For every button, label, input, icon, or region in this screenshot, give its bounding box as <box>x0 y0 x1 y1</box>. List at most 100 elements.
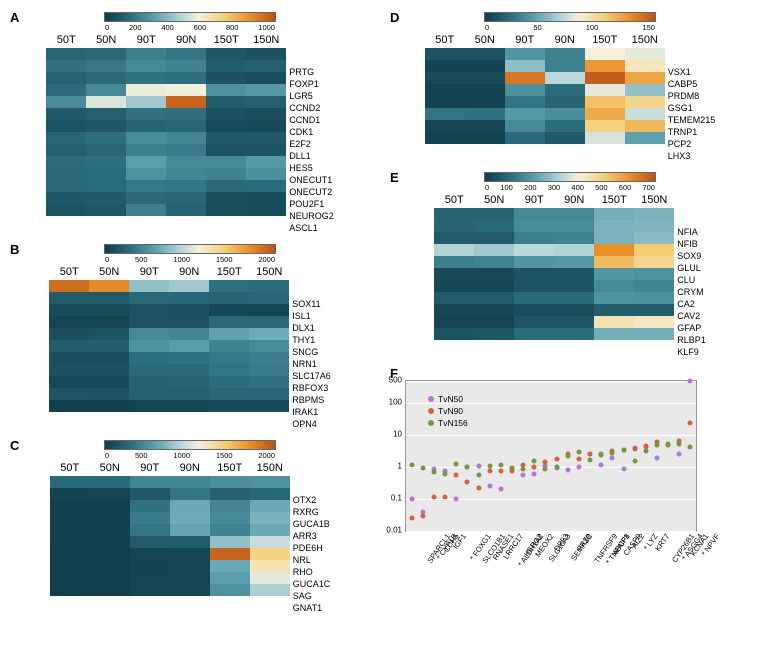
heatmap-cell <box>505 84 545 96</box>
heatmap-row <box>50 560 290 572</box>
scatter-dot <box>654 443 659 448</box>
heatmap-cell <box>166 48 206 60</box>
heatmap-cell <box>249 376 289 388</box>
heatmap-cell <box>434 232 474 244</box>
heatmap-cell <box>594 280 634 292</box>
heatmap-cell <box>505 72 545 84</box>
heatmap-row <box>425 84 665 96</box>
col-headers: 50T50N90T90N150T150N <box>49 266 289 278</box>
heatmap-cell <box>594 232 634 244</box>
scatter-dot <box>465 465 470 470</box>
colorbar-tick: 500 <box>135 451 148 460</box>
heatmap-row <box>50 488 290 500</box>
heatmap-row <box>425 96 665 108</box>
heatmap-cell <box>210 476 250 488</box>
heatmap-cell <box>634 316 674 328</box>
scatter-dot <box>666 442 671 447</box>
heatmap-cell <box>634 208 674 220</box>
heatmap-cell <box>545 132 585 144</box>
heatmap-row <box>46 132 286 144</box>
heatmap-cell <box>129 280 169 292</box>
scatter-dot <box>443 472 448 477</box>
colorbar-ticks: 050100150 <box>485 23 655 32</box>
col-header: 90T <box>505 34 545 46</box>
gridline <box>406 435 696 436</box>
heatmap-cell <box>46 168 86 180</box>
colorbar-tick: 500 <box>135 255 148 264</box>
heatmap-cell <box>474 292 514 304</box>
heatmap-cell <box>129 316 169 328</box>
heatmap-cell <box>90 500 130 512</box>
colorbar-tick: 0 <box>105 451 109 460</box>
row-label: FOXP1 <box>289 78 334 90</box>
row-label: LHX3 <box>668 150 716 162</box>
scatter-dot <box>565 454 570 459</box>
scatter-dot <box>688 379 693 384</box>
heatmap-cell <box>634 232 674 244</box>
heatmap-cell <box>169 304 209 316</box>
col-headers: 50T50N90T90N150T150N <box>50 462 290 474</box>
heatmap-cell <box>434 316 474 328</box>
heatmap-cell <box>554 232 594 244</box>
scatter-dot <box>654 455 659 460</box>
heatmap-cell <box>49 352 89 364</box>
heatmap-cell <box>249 364 289 376</box>
scatter-dot <box>420 465 425 470</box>
row-label: GFAP <box>677 322 706 334</box>
scatter-wrap: TvN50TvN90TvN1560.010.1110100500SPARCL1*… <box>390 372 730 582</box>
heatmap-cell <box>129 328 169 340</box>
col-header: 90N <box>545 34 585 46</box>
heatmap-cell <box>89 400 129 412</box>
heatmap-row <box>49 400 289 412</box>
heatmap-cell <box>46 84 86 96</box>
gridline <box>406 381 696 382</box>
col-header: 150N <box>634 194 674 206</box>
heatmap-cell <box>50 500 90 512</box>
row-label: NFIA <box>677 226 706 238</box>
panel-B: B050010001500200050T50N90T90N150T150NSOX… <box>10 242 370 430</box>
col-header: 50T <box>425 34 465 46</box>
heatmap-row <box>46 108 286 120</box>
heatmap-cell <box>434 292 474 304</box>
heatmap-cell <box>126 180 166 192</box>
heatmap-cell <box>514 268 554 280</box>
heatmap-cell <box>126 156 166 168</box>
heatmap-row <box>46 180 286 192</box>
scatter-dot <box>409 497 414 502</box>
heatmap-cell <box>594 316 634 328</box>
heatmap-cell <box>246 84 286 96</box>
scatter-dot <box>576 465 581 470</box>
heatmap-cell <box>86 48 126 60</box>
heatmap-cell <box>250 500 290 512</box>
heatmap-cell <box>89 280 129 292</box>
legend-swatch <box>428 396 434 402</box>
scatter-dot <box>431 494 436 499</box>
heatmap-cell <box>89 340 129 352</box>
heatmap-cell <box>585 72 625 84</box>
col-header: 150N <box>246 34 286 46</box>
heatmap-cell <box>169 376 209 388</box>
left-column: A0200400600800100050T50N90T90N150T150NPR… <box>10 10 370 622</box>
col-header: 90T <box>126 34 166 46</box>
heatmap-cell <box>206 168 246 180</box>
heatmap-cell <box>249 388 289 400</box>
scatter-dot <box>487 484 492 489</box>
heatmap-cell <box>585 132 625 144</box>
heatmap-cell <box>250 584 290 596</box>
heatmap-cell <box>625 60 665 72</box>
scatter-dot <box>509 465 514 470</box>
col-header: 50T <box>46 34 86 46</box>
heatmap-cell <box>634 304 674 316</box>
heatmap-cell <box>90 512 130 524</box>
scatter-dot <box>532 459 537 464</box>
heatmap-row <box>46 60 286 72</box>
heatmap-cell <box>46 132 86 144</box>
heatmap-cell <box>166 120 206 132</box>
heatmap-cell <box>166 132 206 144</box>
row-label: ONECUT2 <box>289 186 334 198</box>
heatmap-cell <box>129 364 169 376</box>
row-labels: OTX2RXRGGUCA1BARR3PDE6HNRLRHOGUCA1CSAGGN… <box>293 462 331 614</box>
col-header: 150N <box>250 462 290 474</box>
scatter-dot <box>498 469 503 474</box>
heatmap-cell <box>545 96 585 108</box>
